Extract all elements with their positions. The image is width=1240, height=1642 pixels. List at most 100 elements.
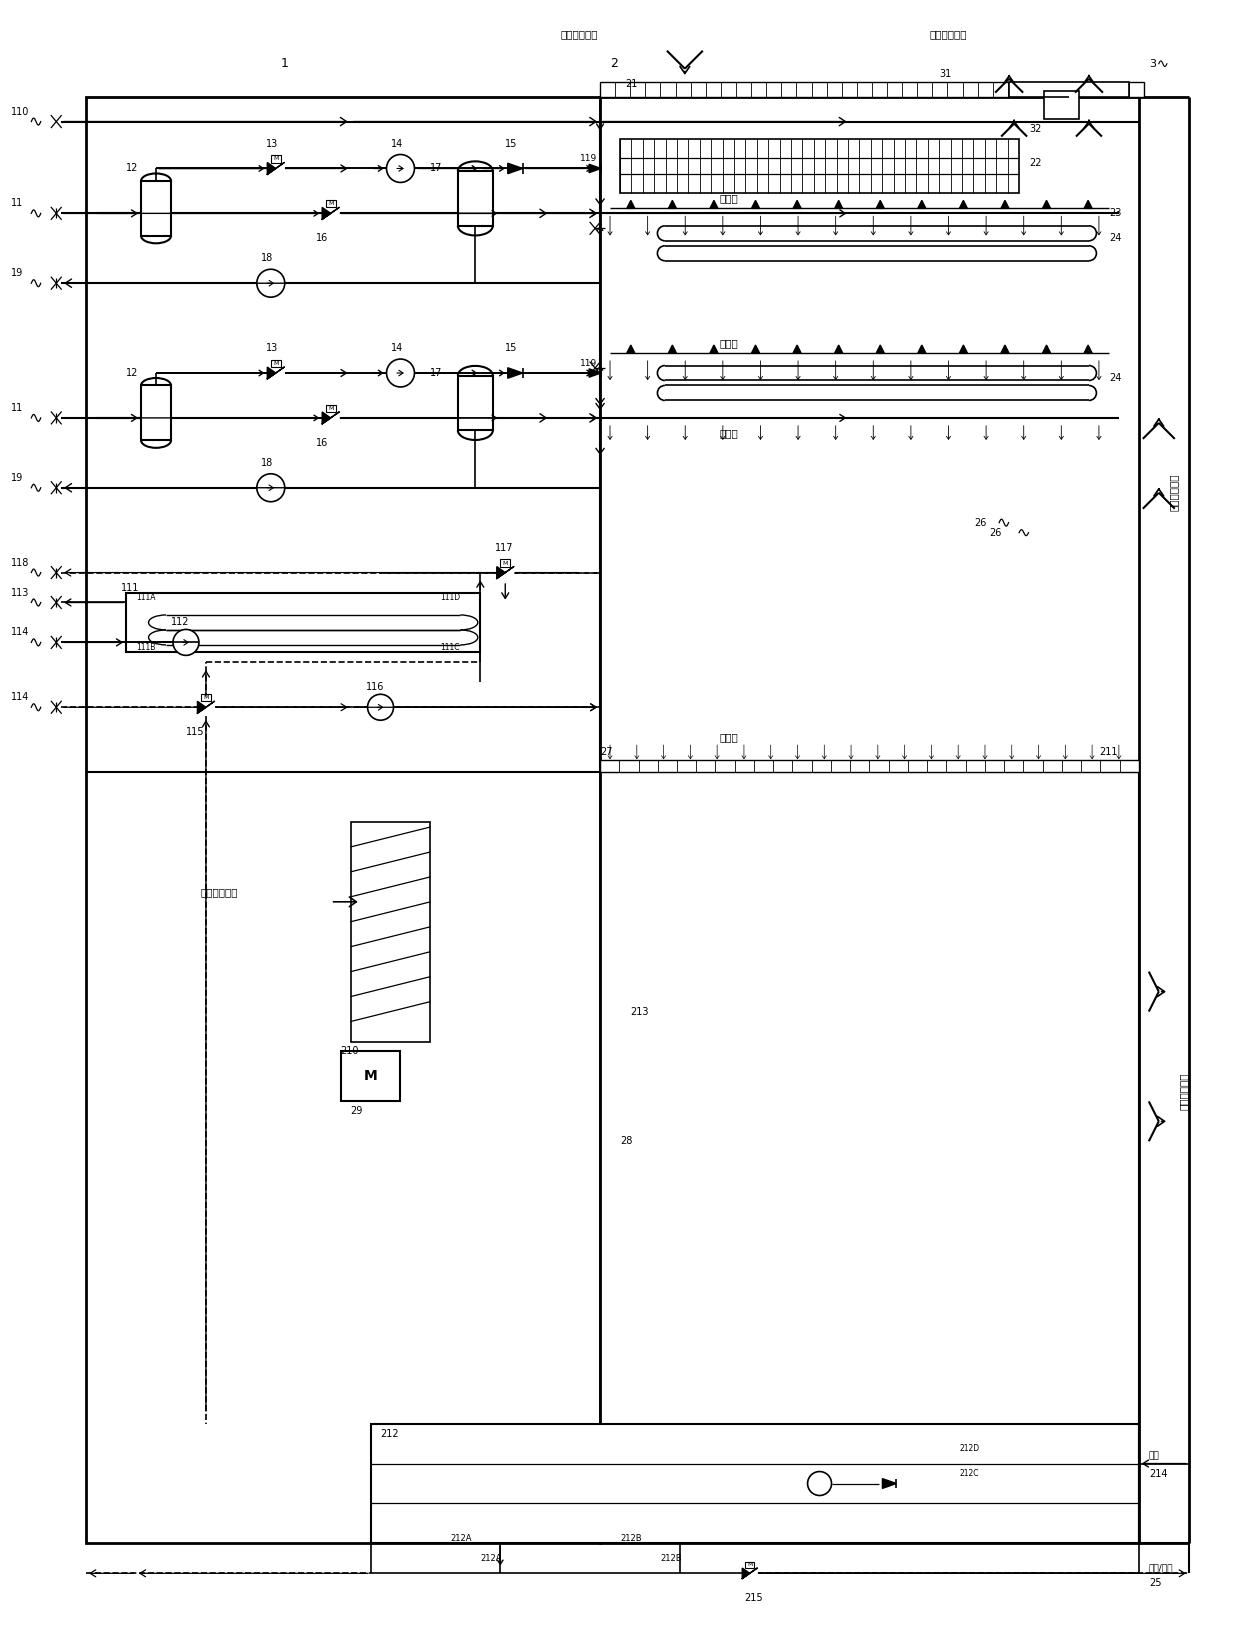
Polygon shape <box>626 200 635 209</box>
Text: 12: 12 <box>126 368 139 378</box>
Text: 环境空气进入: 环境空气进入 <box>560 30 598 39</box>
Text: 14: 14 <box>391 343 403 353</box>
Bar <box>500 560 511 566</box>
Bar <box>745 1562 754 1568</box>
Polygon shape <box>331 412 339 424</box>
Polygon shape <box>960 200 967 209</box>
Polygon shape <box>1001 345 1009 353</box>
Text: M: M <box>273 361 279 366</box>
Bar <box>341 1051 401 1102</box>
Text: 119: 119 <box>580 154 598 163</box>
Polygon shape <box>505 566 513 578</box>
Polygon shape <box>507 368 523 378</box>
Polygon shape <box>794 200 801 209</box>
Polygon shape <box>331 207 339 220</box>
Text: 24: 24 <box>1109 233 1121 243</box>
Text: 117: 117 <box>495 542 513 553</box>
Bar <box>600 97 1138 1543</box>
Text: 212B: 212B <box>660 1553 682 1563</box>
Bar <box>351 823 430 1041</box>
Text: 湿热空气排出: 湿热空气排出 <box>1179 1072 1189 1110</box>
Circle shape <box>174 629 198 655</box>
Text: 116: 116 <box>366 683 384 693</box>
Text: 112: 112 <box>171 617 190 627</box>
Circle shape <box>387 360 414 388</box>
Text: 212: 212 <box>381 1429 399 1438</box>
Polygon shape <box>668 200 676 209</box>
Text: 溢水/排水: 溢水/排水 <box>1148 1563 1173 1573</box>
Bar <box>1009 82 1128 97</box>
Polygon shape <box>275 368 284 379</box>
Text: 19: 19 <box>11 473 24 483</box>
Bar <box>326 200 336 207</box>
Text: 212C: 212C <box>960 1470 978 1478</box>
Text: 111D: 111D <box>440 593 460 603</box>
Polygon shape <box>751 345 760 353</box>
Text: 215: 215 <box>745 1593 764 1603</box>
Text: 湿热空气排出: 湿热空气排出 <box>1169 475 1179 512</box>
Text: 湿热空气排出: 湿热空气排出 <box>929 30 967 39</box>
Polygon shape <box>711 345 718 353</box>
Polygon shape <box>794 345 801 353</box>
Polygon shape <box>877 345 884 353</box>
Bar <box>458 171 492 227</box>
Text: 3: 3 <box>1148 59 1156 69</box>
Polygon shape <box>918 200 926 209</box>
Polygon shape <box>877 200 884 209</box>
Text: 28: 28 <box>620 1136 632 1146</box>
Polygon shape <box>835 345 843 353</box>
Polygon shape <box>1043 200 1050 209</box>
Polygon shape <box>668 345 676 353</box>
Bar <box>270 156 281 163</box>
Text: 212D: 212D <box>960 1443 980 1453</box>
Text: 32: 32 <box>1029 123 1042 133</box>
Text: 18: 18 <box>260 458 273 468</box>
Circle shape <box>387 154 414 182</box>
Text: M: M <box>327 202 334 207</box>
Circle shape <box>257 475 285 502</box>
Text: 补水: 补水 <box>1148 1452 1159 1460</box>
Text: M: M <box>746 1563 753 1568</box>
Text: 13: 13 <box>265 138 278 148</box>
Text: 12: 12 <box>126 164 139 174</box>
Text: 115: 115 <box>186 727 205 737</box>
Bar <box>600 82 1143 97</box>
Text: 14: 14 <box>391 138 403 148</box>
Text: 21: 21 <box>625 79 637 89</box>
Polygon shape <box>750 1568 758 1578</box>
Bar <box>326 406 336 412</box>
Polygon shape <box>626 345 635 353</box>
Text: 113: 113 <box>11 588 30 598</box>
Text: 环境空气进入: 环境空气进入 <box>201 887 238 897</box>
Text: 27: 27 <box>600 747 613 757</box>
Bar <box>141 386 171 440</box>
Bar <box>620 791 1099 1241</box>
Text: 111A: 111A <box>136 593 155 603</box>
Text: 15: 15 <box>505 138 517 148</box>
Polygon shape <box>275 163 284 174</box>
Text: 24: 24 <box>1109 373 1121 383</box>
Text: 210: 210 <box>341 1046 360 1056</box>
Text: 11: 11 <box>11 199 24 209</box>
Polygon shape <box>835 200 843 209</box>
Circle shape <box>367 695 393 721</box>
Text: 19: 19 <box>11 268 24 277</box>
Polygon shape <box>497 566 505 578</box>
Text: 213: 213 <box>630 1007 649 1016</box>
Polygon shape <box>1001 200 1009 209</box>
Circle shape <box>807 1471 832 1496</box>
Polygon shape <box>751 200 760 209</box>
Polygon shape <box>1084 345 1092 353</box>
Text: 喷淋水: 喷淋水 <box>719 194 739 204</box>
Circle shape <box>257 269 285 297</box>
Text: 18: 18 <box>260 253 273 263</box>
Text: 211: 211 <box>1099 747 1117 757</box>
Bar <box>201 695 211 701</box>
Text: M: M <box>203 695 208 699</box>
Polygon shape <box>322 207 331 220</box>
Bar <box>126 593 480 652</box>
Text: 2: 2 <box>610 57 618 71</box>
Text: M: M <box>363 1069 377 1084</box>
Text: 214: 214 <box>1148 1468 1167 1478</box>
Text: 212A: 212A <box>480 1553 502 1563</box>
